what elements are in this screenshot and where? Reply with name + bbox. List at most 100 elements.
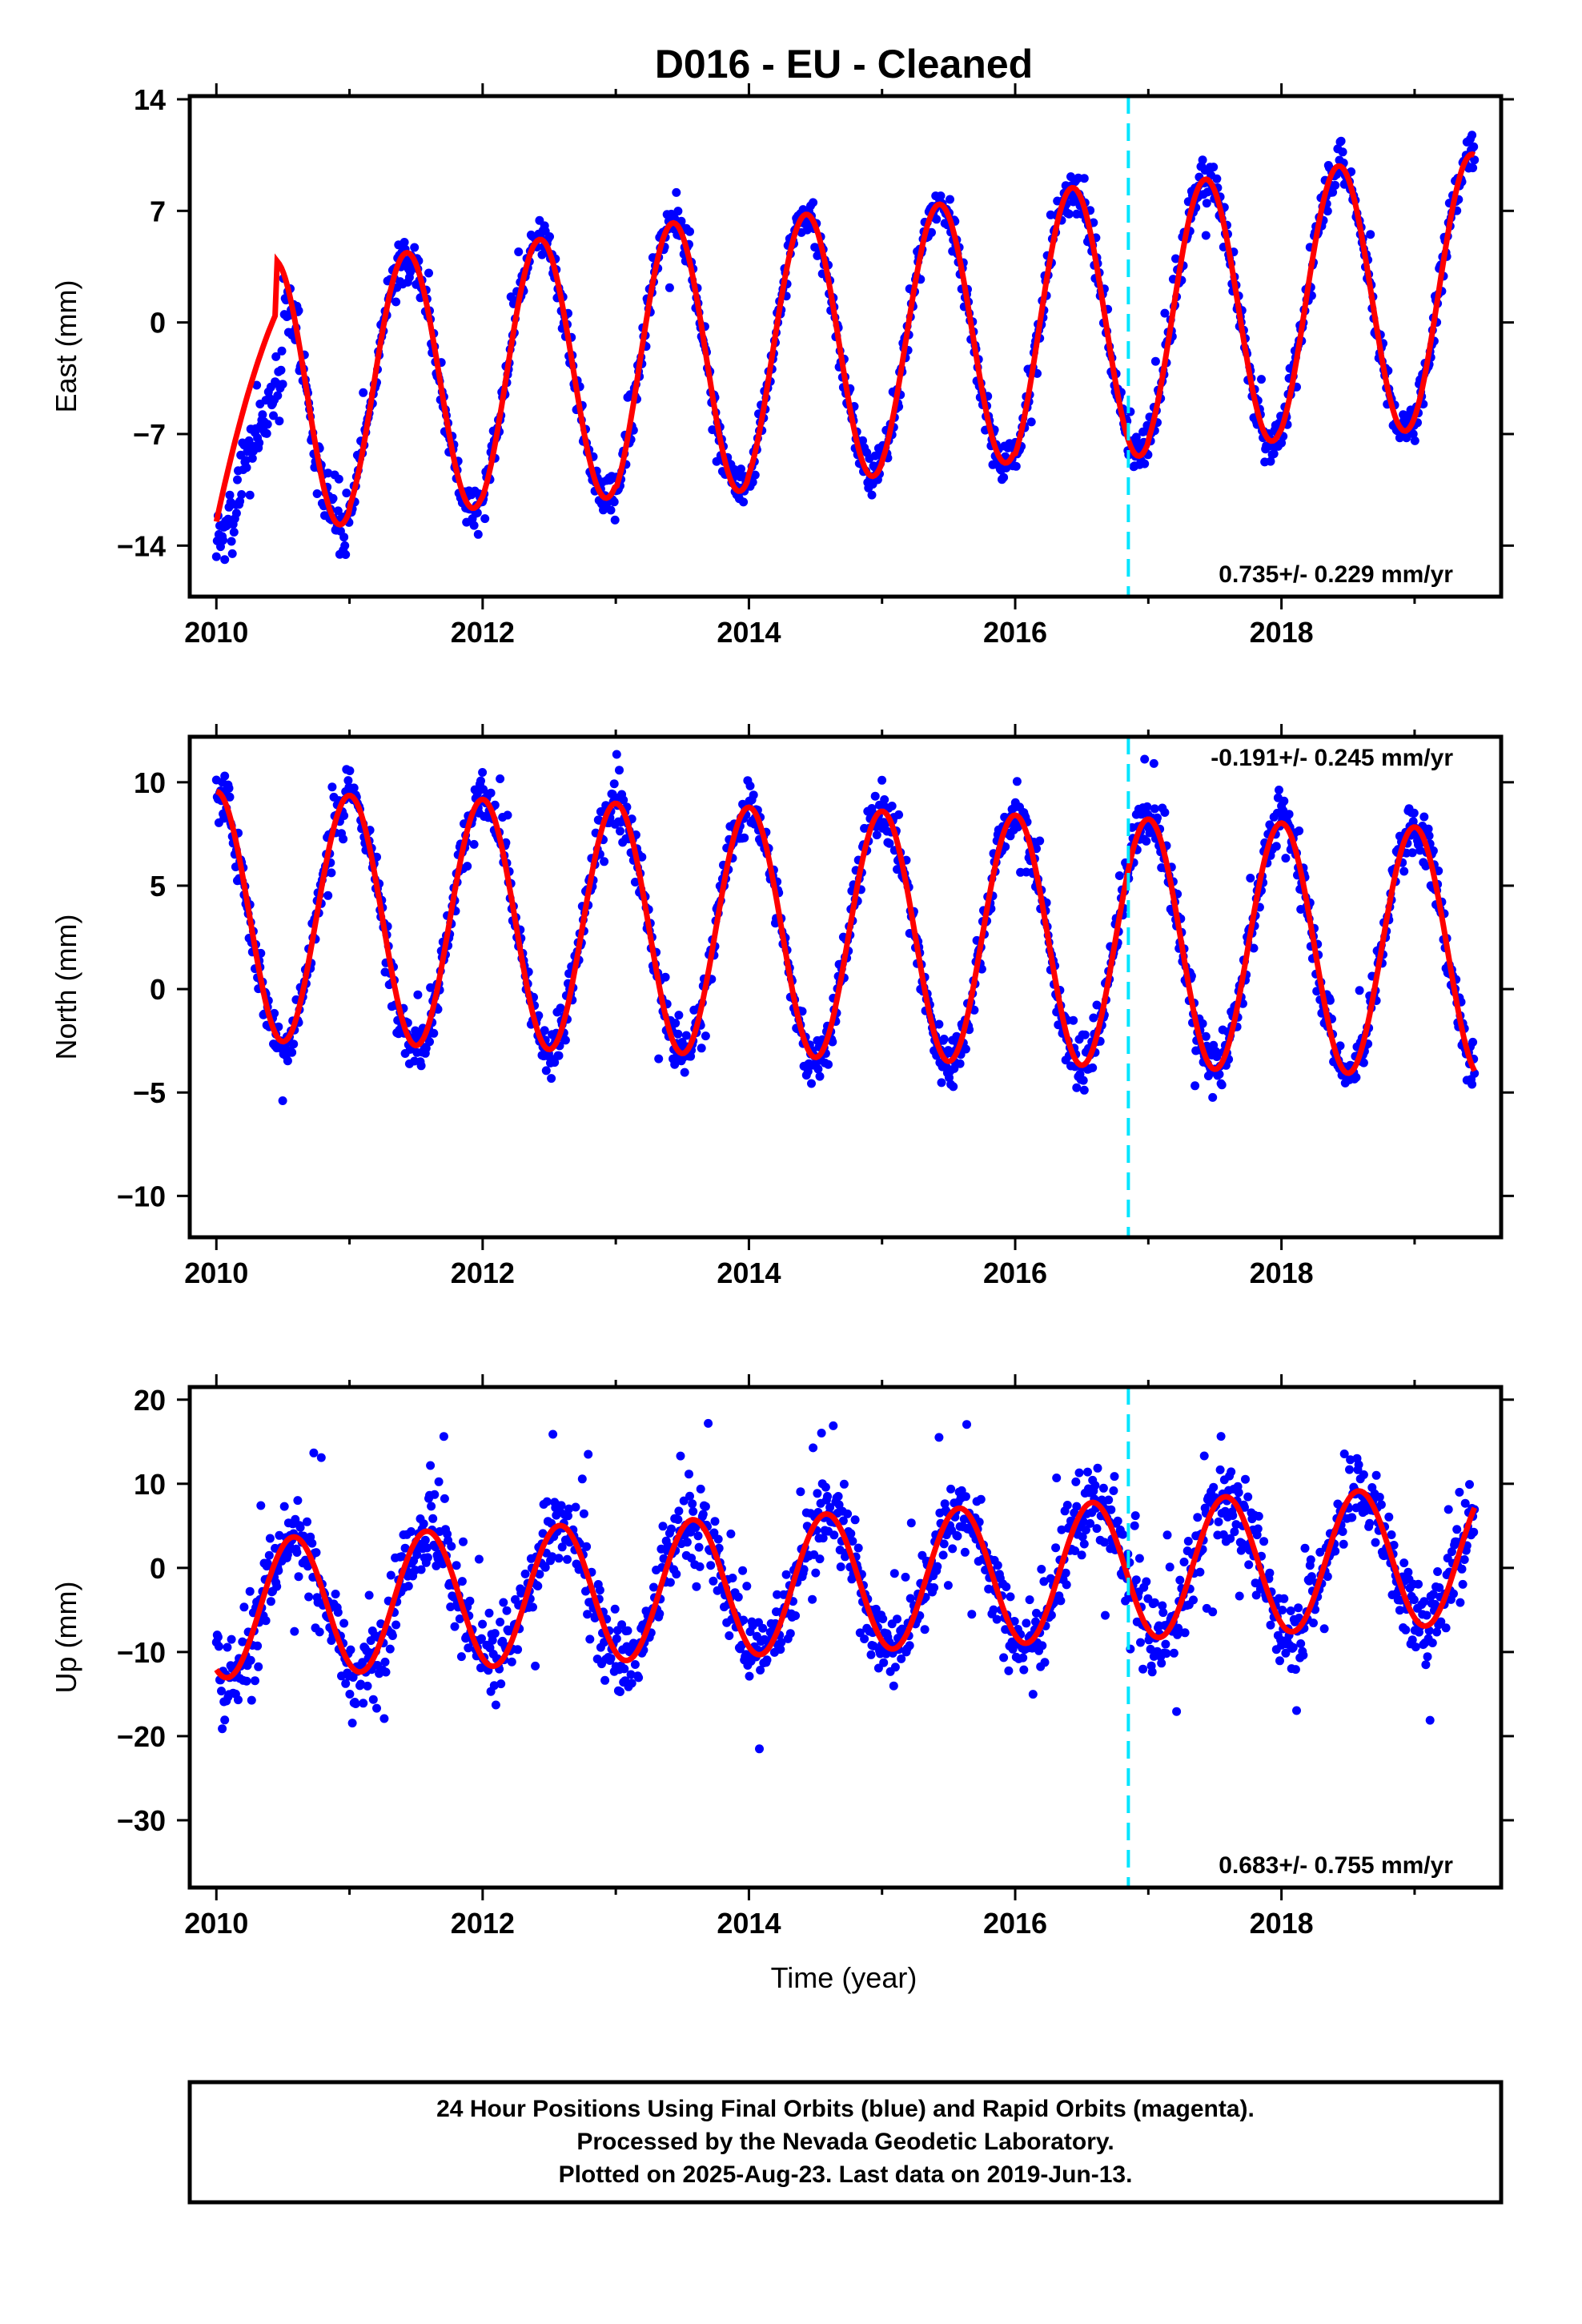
- up-data-point: [1172, 1707, 1182, 1716]
- up-data-point: [1436, 1617, 1446, 1626]
- up-data-point: [465, 1596, 475, 1606]
- north-data-point: [1407, 848, 1417, 858]
- up-data-point: [1130, 1511, 1140, 1521]
- up-data-point: [251, 1676, 259, 1686]
- up-data-point: [351, 1699, 360, 1708]
- east-data-point: [227, 537, 236, 546]
- up-data-point: [1056, 1596, 1066, 1606]
- east-data-point: [263, 420, 272, 429]
- up-data-point: [1098, 1483, 1108, 1493]
- north-x-tick-label: 2018: [1250, 1256, 1314, 1289]
- north-data-point: [813, 1064, 823, 1074]
- north-data-point: [349, 783, 359, 793]
- north-data-point: [949, 1082, 958, 1092]
- up-data-point: [905, 1641, 914, 1651]
- up-data-point: [464, 1643, 473, 1653]
- up-data-point: [254, 1662, 263, 1671]
- east-data-point: [340, 541, 350, 550]
- up-data-point: [1240, 1502, 1249, 1512]
- up-data-point: [649, 1582, 658, 1592]
- up-data-point: [428, 1514, 438, 1523]
- north-x-tick-label: 2014: [717, 1256, 781, 1289]
- up-data-point: [940, 1499, 950, 1509]
- up-data-point: [610, 1604, 620, 1614]
- up-data-point: [1161, 1639, 1170, 1649]
- up-data-point: [627, 1679, 636, 1688]
- up-data-point: [688, 1499, 697, 1509]
- up-data-point: [238, 1637, 247, 1647]
- north-data-point: [673, 1029, 683, 1039]
- up-data-point: [843, 1509, 853, 1518]
- north-data-point: [615, 766, 624, 775]
- up-data-point: [938, 1550, 948, 1560]
- up-data-point: [381, 1667, 391, 1677]
- up-data-point: [264, 1550, 274, 1560]
- up-data-point: [496, 1679, 506, 1689]
- up-data-point: [1173, 1630, 1182, 1639]
- up-data-point: [489, 1681, 499, 1691]
- up-data-point: [583, 1610, 592, 1619]
- east-data-point: [1026, 417, 1036, 427]
- up-data-point: [1086, 1518, 1095, 1528]
- up-data-point: [1052, 1474, 1062, 1482]
- up-y-tick-label: −30: [117, 1804, 166, 1837]
- north-data-point: [1150, 804, 1159, 814]
- up-rate-label: 0.683+/- 0.755 mm/yr: [1219, 1852, 1453, 1879]
- up-data-point: [502, 1606, 512, 1615]
- footer-line-2: Processed by the Nevada Geodetic Laborat…: [576, 2129, 1114, 2155]
- up-data-point: [698, 1510, 708, 1519]
- north-data-point: [828, 1037, 837, 1047]
- up-data-point: [853, 1543, 863, 1553]
- up-data-point: [838, 1516, 848, 1526]
- up-data-point: [1465, 1480, 1474, 1490]
- up-data-point: [1323, 1572, 1332, 1582]
- north-data-point: [1399, 866, 1409, 876]
- up-data-point: [1175, 1575, 1185, 1585]
- up-data-point: [773, 1590, 782, 1599]
- up-y-axis-label: Up (mm): [50, 1582, 82, 1694]
- up-data-point: [563, 1554, 572, 1564]
- up-data-point: [878, 1614, 888, 1623]
- east-data-point: [1468, 163, 1478, 173]
- up-data-point: [1346, 1455, 1355, 1465]
- up-data-point: [1419, 1597, 1429, 1606]
- up-data-point: [934, 1433, 944, 1442]
- up-data-point: [817, 1429, 826, 1437]
- up-data-point: [808, 1594, 817, 1604]
- east-data-point: [545, 232, 554, 241]
- north-data-point: [476, 776, 485, 786]
- up-data-point: [1130, 1521, 1139, 1530]
- up-data-point: [1136, 1638, 1145, 1647]
- up-data-point: [430, 1490, 440, 1499]
- up-data-point: [1275, 1656, 1284, 1666]
- east-data-point: [999, 472, 1009, 482]
- east-y-tick-label: 7: [150, 195, 166, 227]
- north-data-point: [425, 1037, 434, 1047]
- up-x-tick-label: 2010: [184, 1907, 248, 1940]
- up-data-point: [595, 1586, 604, 1595]
- up-data-point: [548, 1429, 558, 1439]
- up-data-point: [1292, 1706, 1301, 1715]
- up-data-point: [1455, 1487, 1464, 1497]
- up-data-point: [1288, 1642, 1298, 1652]
- up-data-point: [620, 1664, 629, 1674]
- up-data-point: [275, 1530, 284, 1540]
- east-data-point: [235, 497, 245, 506]
- up-data-point: [933, 1562, 942, 1571]
- east-data-point: [294, 306, 303, 316]
- east-data-point: [1469, 142, 1479, 151]
- up-data-point: [223, 1642, 232, 1652]
- up-data-point: [1452, 1525, 1462, 1534]
- north-data-point: [1035, 836, 1045, 846]
- north-data-point: [323, 891, 333, 900]
- up-data-point: [1113, 1516, 1122, 1526]
- north-data-point: [429, 1028, 439, 1038]
- north-data-point: [503, 810, 512, 820]
- up-data-point: [1432, 1627, 1442, 1637]
- north-rate-label: -0.191+/- 0.245 mm/yr: [1211, 745, 1453, 771]
- up-data-point: [1183, 1537, 1193, 1546]
- up-data-point: [477, 1634, 486, 1643]
- north-plot-area: [211, 750, 1480, 1105]
- up-data-point: [1296, 1639, 1306, 1648]
